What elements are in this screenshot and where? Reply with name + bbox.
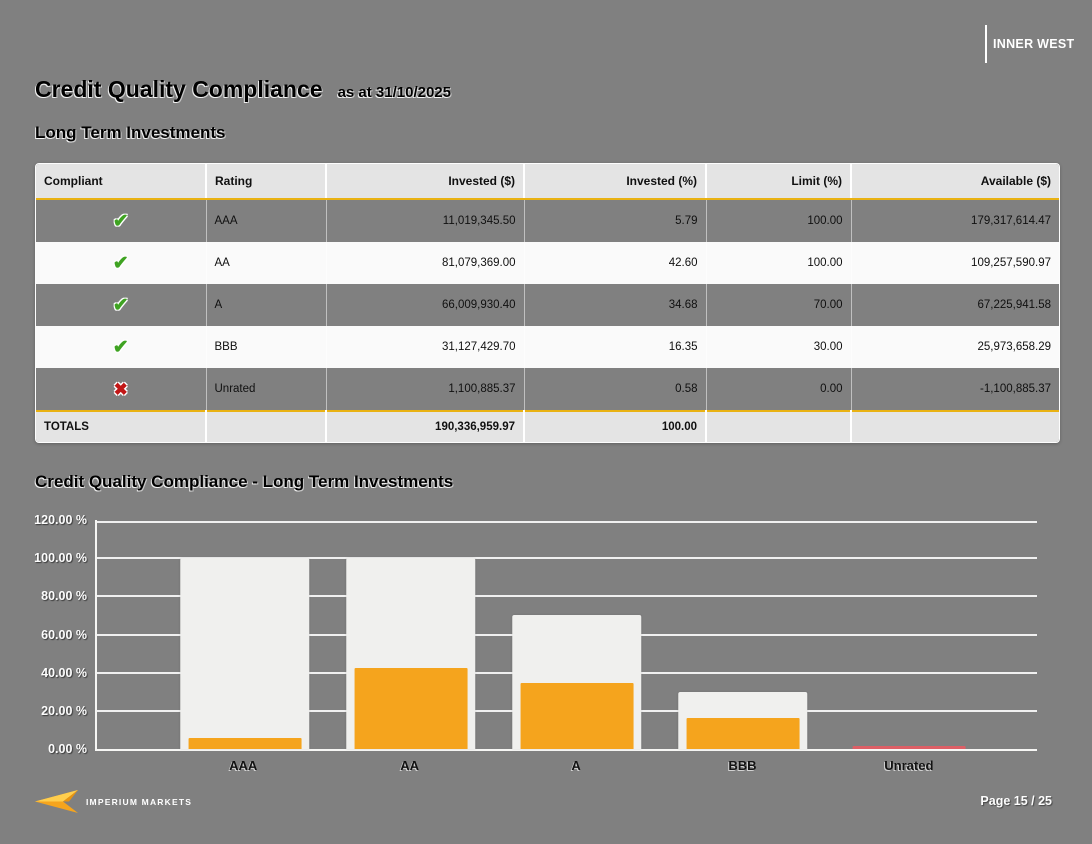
invested-cell: 31,127,429.70 xyxy=(326,326,525,368)
col-header-compliant: Compliant xyxy=(36,164,207,200)
col-header-available: Available ($) xyxy=(851,164,1059,200)
totals-invested-pct: 100.00 xyxy=(524,410,707,442)
rating-cell: AA xyxy=(206,242,327,284)
bar-slot-aaa xyxy=(162,520,328,749)
limit-pct-cell: 30.00 xyxy=(706,326,852,368)
gridline xyxy=(97,521,1037,523)
compliant-cell: ✔ xyxy=(36,242,207,284)
check-icon: ✔ xyxy=(112,294,129,316)
page-title: Credit Quality Compliance xyxy=(35,76,323,102)
totals-label: TOTALS xyxy=(36,410,207,442)
imperium-arrow-logo-icon xyxy=(35,790,78,813)
col-header-invested-pct: Invested (%) xyxy=(524,164,707,200)
client-name: INNER WEST xyxy=(993,37,1075,51)
rating-cell: AAA xyxy=(206,199,327,242)
invested-pct-cell: 34.68 xyxy=(524,284,707,326)
invested-bar xyxy=(686,717,800,749)
gridline xyxy=(97,557,1037,560)
table-row: ✔ A 66,009,930.40 34.68 70.00 67,225,941.58 xyxy=(36,284,1059,326)
bar-slot-aa xyxy=(328,520,494,749)
check-icon: ✔ xyxy=(112,210,129,232)
totals-invested: 190,336,959.97 xyxy=(326,410,525,442)
chart-plot-area: 0.00 % 20.00 % 40.00 % 60.00 % 80.00 % 100.00… xyxy=(34,513,1037,756)
x-axis-category-label: BBB xyxy=(728,758,757,773)
compliance-chart: 0.00 % 20.00 % 40.00 % 60.00 % 80.00 % 100.00… xyxy=(34,513,1037,773)
compliant-cell: ✔ xyxy=(36,284,207,326)
table-header: Compliant Rating Invested ($) Invested (… xyxy=(36,164,1059,200)
letterhead: INNER WEST xyxy=(985,25,1074,63)
chart-title: Credit Quality Compliance - Long Term In… xyxy=(35,472,454,491)
invested-cell: 81,079,369.00 xyxy=(326,242,525,284)
y-axis-tick-label: 120.00 % xyxy=(34,513,87,527)
available-cell: 25,973,658.29 xyxy=(977,341,1051,353)
limit-bar xyxy=(180,558,310,749)
limit-pct-cell: 0.00 xyxy=(706,368,852,411)
x-axis-category-label: AA xyxy=(400,758,419,773)
y-axis-tick-label: 80.00 % xyxy=(41,589,87,604)
invested-pct-cell: 5.79 xyxy=(524,199,707,242)
page-title-row: Credit Quality Compliance as at 31/10/20… xyxy=(35,76,451,103)
check-icon: ✔ xyxy=(112,336,129,358)
y-axis-tick-label: 40.00 % xyxy=(41,665,87,680)
invested-cell: 66,009,930.40 xyxy=(326,284,525,326)
col-header-rating: Rating xyxy=(206,164,327,200)
footer-brand: IMPERIUM MARKETS xyxy=(33,789,192,814)
table-row: ✔ BBB 31,127,429.70 16.35 30.00 25,973,658.29 xyxy=(36,326,1059,368)
col-header-invested: Invested ($) xyxy=(326,164,525,200)
bar-slot-unrated xyxy=(826,520,992,749)
invested-bar xyxy=(188,737,302,749)
y-axis-tick-label: 0.00 % xyxy=(48,742,87,756)
available-cell: 179,317,614.47 xyxy=(971,215,1051,227)
y-axis-tick-label: 100.00 % xyxy=(34,551,87,566)
rating-cell: Unrated xyxy=(206,368,327,411)
rating-cell: BBB xyxy=(206,326,327,368)
as-at-date: as at 31/10/2025 xyxy=(337,84,451,101)
invested-bar-breach xyxy=(852,746,966,749)
bar-series xyxy=(162,520,992,749)
x-axis-category-label: Unrated xyxy=(884,758,934,773)
available-cell: 67,225,941.58 xyxy=(977,299,1051,311)
invested-pct-cell: 16.35 xyxy=(524,326,707,368)
table-row: ✖ Unrated 1,100,885.37 0.58 0.00 -1,100,885.3… xyxy=(36,368,1059,411)
invested-pct-cell: 42.60 xyxy=(524,242,707,284)
available-cell: -1,100,885.37 xyxy=(980,383,1051,395)
gridline xyxy=(97,595,1037,598)
limit-pct-cell: 100.00 xyxy=(706,199,852,242)
brand-name: IMPERIUM MARKETS xyxy=(86,796,193,807)
chart-x-axis-labels: AAA AA A BBB Unrated xyxy=(95,758,1037,773)
table-body: ✔ AAA 11,019,345.50 5.79 100.00 179,317,614.4… xyxy=(36,199,1059,411)
invested-bar xyxy=(354,667,468,749)
compliant-cell: ✔ xyxy=(36,199,207,242)
limit-pct-cell: 70.00 xyxy=(706,284,852,326)
available-cell: 109,257,590.97 xyxy=(971,257,1051,269)
compliant-cell: ✖ xyxy=(36,368,207,411)
bar-slot-a xyxy=(494,520,660,749)
section-title: Long Term Investments xyxy=(35,123,226,142)
invested-cell: 1,100,885.37 xyxy=(326,368,525,411)
x-icon: ✖ xyxy=(113,379,128,399)
rating-cell: A xyxy=(206,284,327,326)
invested-cell: 11,019,345.50 xyxy=(326,199,525,242)
compliant-cell: ✔ xyxy=(36,326,207,368)
bar-slot-bbb xyxy=(660,520,826,749)
compliance-table: Compliant Rating Invested ($) Invested (… xyxy=(35,163,1060,443)
y-axis-tick-label: 20.00 % xyxy=(41,703,87,718)
y-axis-tick-label: 60.00 % xyxy=(41,627,87,642)
limit-pct-cell: 100.00 xyxy=(706,242,852,284)
table-totals: TOTALS 190,336,959.97 100.00 xyxy=(36,410,1059,442)
col-header-limit-pct: Limit (%) xyxy=(706,164,852,200)
check-icon: ✔ xyxy=(112,252,129,274)
table-row: ✔ AA 81,079,369.00 42.60 100.00 109,257,590.9… xyxy=(36,242,1059,284)
invested-pct-cell: 0.58 xyxy=(524,368,707,411)
x-axis-category-label: A xyxy=(571,758,581,773)
invested-bar xyxy=(520,682,634,749)
x-axis-category-label: AAA xyxy=(229,758,258,773)
table-row: ✔ AAA 11,019,345.50 5.79 100.00 179,317,614.4… xyxy=(36,199,1059,242)
page-number: Page 15 / 25 xyxy=(980,794,1052,808)
